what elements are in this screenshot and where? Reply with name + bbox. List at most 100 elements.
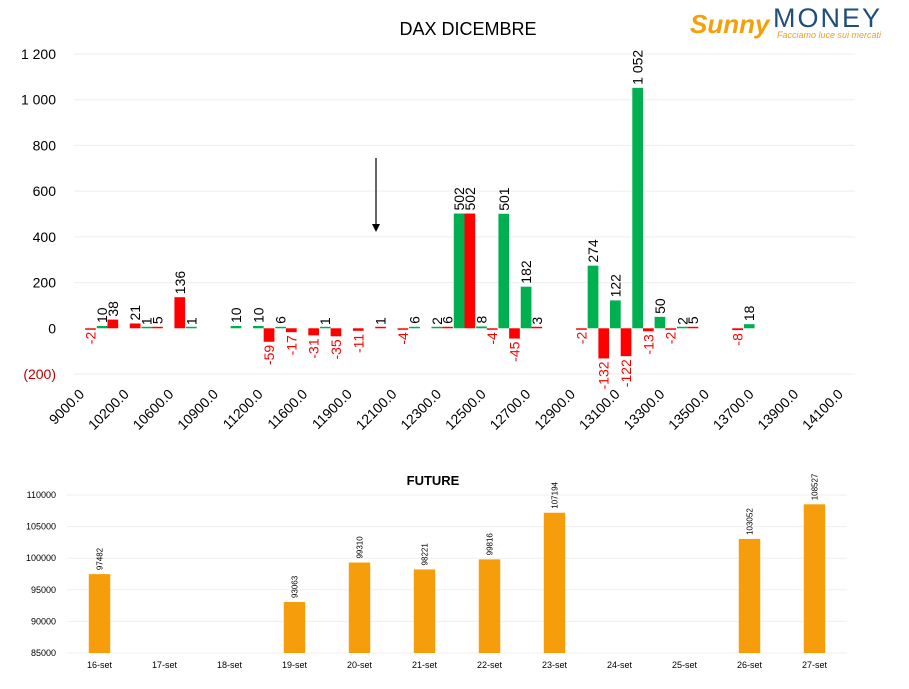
- top-data-label: 6: [440, 316, 456, 324]
- bottom-bar: [803, 504, 826, 653]
- top-x-tick-label: 13900.0: [754, 386, 801, 433]
- top-data-label: 6: [407, 316, 423, 324]
- bottom-y-axis: 85000 90000 95000 100000 105000 110000: [26, 490, 56, 658]
- top-bar: [275, 326, 286, 329]
- top-y-tick-label: (200): [23, 366, 56, 382]
- bottom-data-label: 99310: [356, 536, 365, 559]
- down-arrow-marker: [372, 158, 380, 232]
- top-bar: [531, 326, 543, 329]
- top-data-label: -35: [328, 339, 344, 359]
- top-bar: [141, 326, 153, 329]
- top-data-label: 502: [462, 187, 478, 211]
- top-bars: [85, 87, 755, 359]
- top-bar: [330, 328, 342, 337]
- future-chart: FUTURE 85000 90000 95000 100000 105000 110000…: [26, 473, 847, 670]
- top-data-label: 274: [585, 239, 601, 263]
- top-y-tick-label: 200: [33, 275, 57, 291]
- bottom-data-label: 98221: [421, 543, 430, 566]
- bottom-x-axis: 16-set 17-set 18-set 19-set 20-set 21-set 22-s…: [87, 660, 828, 670]
- top-data-label: -59: [261, 345, 277, 365]
- top-data-label: 1: [139, 317, 155, 325]
- top-x-tick-label: 10600.0: [129, 386, 176, 433]
- top-data-label: 122: [607, 274, 623, 298]
- top-bar: [285, 328, 297, 333]
- bottom-chart-title: FUTURE: [407, 473, 460, 488]
- bottom-y-tick-label: 95000: [31, 585, 56, 595]
- logo-tagline: Facciamo luce sui mercati: [777, 30, 882, 40]
- top-bar: [230, 326, 242, 329]
- top-x-tick-label: 12700.0: [486, 386, 533, 433]
- top-bar: [743, 324, 755, 329]
- top-bar: [498, 213, 510, 329]
- top-data-label: -2: [83, 332, 99, 345]
- top-y-tick-label: 1 200: [21, 46, 56, 62]
- top-data-label: -4: [395, 332, 411, 345]
- top-data-label: 182: [518, 260, 534, 284]
- top-data-label: 3: [529, 317, 545, 325]
- top-data-label: 501: [496, 187, 512, 211]
- top-data-label: 1: [317, 317, 333, 325]
- top-bar: [129, 323, 141, 329]
- bottom-x-tick-label: 25-set: [672, 660, 698, 670]
- bottom-x-tick-label: 18-set: [217, 660, 243, 670]
- bottom-y-tick-label: 100000: [26, 553, 56, 563]
- top-bar: [442, 326, 453, 329]
- logo-word-sunny: Sunny: [690, 9, 771, 39]
- bottom-data-label: 108527: [811, 473, 820, 500]
- top-x-tick-label: 11900.0: [309, 386, 356, 433]
- top-data-label: 1 052: [630, 50, 646, 85]
- bottom-x-tick-label: 16-set: [87, 660, 113, 670]
- bottom-x-tick-label: 19-set: [282, 660, 308, 670]
- top-y-tick-label: 600: [33, 183, 57, 199]
- bottom-y-tick-label: 85000: [31, 648, 56, 658]
- bottom-data-label: 99816: [486, 533, 495, 556]
- bottom-bar: [478, 559, 501, 653]
- top-data-label: 502: [451, 187, 467, 211]
- top-bar: [676, 326, 688, 329]
- top-data-label: 18: [741, 305, 757, 321]
- top-data-label: 2: [674, 317, 690, 325]
- bottom-bar: [348, 562, 371, 653]
- top-bar: [654, 316, 666, 329]
- top-data-label: 6: [273, 316, 289, 324]
- top-x-tick-label: 13100.0: [576, 386, 623, 433]
- top-bar: [464, 213, 476, 329]
- top-bar: [409, 326, 420, 329]
- top-bar: [308, 328, 320, 336]
- top-bar: [665, 328, 677, 330]
- top-data-label: -4: [484, 332, 500, 345]
- top-data-label: 38: [105, 301, 121, 317]
- top-data-label: -17: [283, 335, 299, 355]
- top-data-label: -122: [618, 359, 634, 387]
- top-data-label: 5: [149, 316, 165, 324]
- top-bar: [643, 328, 654, 332]
- top-data-label: -45: [506, 341, 522, 361]
- top-data-label: 50: [652, 298, 668, 314]
- top-x-tick-label: 12100.0: [353, 386, 400, 433]
- top-bar: [587, 265, 599, 329]
- top-chart-title: DAX DICEMBRE: [399, 19, 536, 39]
- top-data-label: -2: [663, 332, 679, 345]
- top-y-tick-label: 1 000: [21, 92, 56, 108]
- bottom-bars: [88, 504, 826, 653]
- bottom-y-tick-label: 105000: [26, 522, 56, 532]
- top-bar: [453, 213, 465, 329]
- top-bar: [85, 328, 96, 330]
- top-data-label: 10: [94, 307, 110, 323]
- top-data-label: -2: [573, 332, 589, 345]
- top-bar: [96, 326, 108, 329]
- top-bar: [431, 326, 443, 329]
- top-x-tick-label: 10900.0: [174, 386, 221, 433]
- bottom-y-tick-label: 90000: [31, 616, 56, 626]
- top-data-label: 21: [127, 305, 143, 321]
- bottom-x-tick-label: 21-set: [412, 660, 438, 670]
- top-bar: [509, 328, 520, 339]
- bottom-data-label: 97482: [96, 547, 105, 570]
- bottom-bar: [88, 574, 111, 653]
- top-bar: [352, 328, 364, 331]
- bottom-grid: [67, 494, 847, 654]
- top-x-tick-label: 13700.0: [710, 386, 757, 433]
- top-x-tick-label: 12500.0: [442, 386, 489, 433]
